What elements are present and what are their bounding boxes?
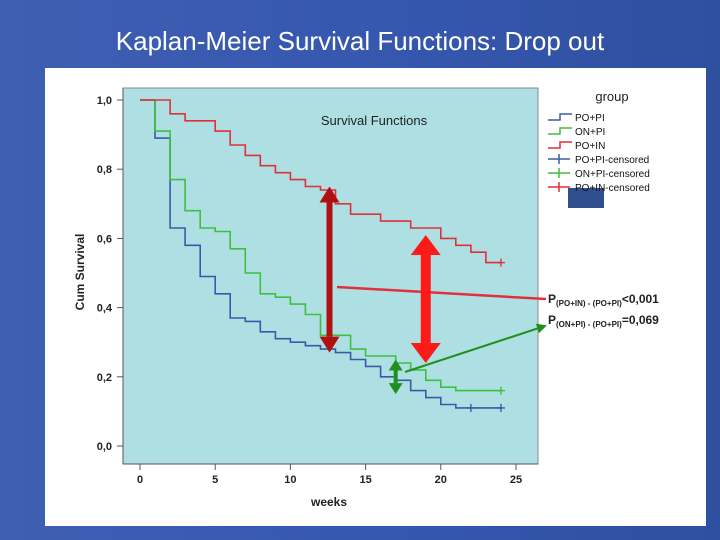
x-tick-label: 5 — [212, 474, 218, 486]
chart-title: Survival Functions — [321, 113, 428, 128]
legend-label: ON+PI — [575, 127, 605, 138]
x-tick-label: 0 — [137, 474, 143, 486]
arrow-diff-po-in-12w-head-bottom — [319, 336, 340, 353]
legend-swatch — [568, 188, 604, 208]
legend: group PO+PI ON+PI PO+IN PO+PI-censored ON+PI… — [548, 89, 650, 208]
y-tick-label: 0,8 — [97, 164, 112, 176]
arrow-diff-on-pi — [388, 359, 403, 395]
legend-step — [548, 141, 572, 149]
p-value-on-pi: P(ON+PI) - (PO+PI)=0,069 — [548, 313, 659, 329]
legend-label: PO+PI — [575, 113, 605, 124]
arrow-diff-po-in-12w — [319, 186, 340, 353]
arrow-diff-po-in-19w-head-top — [410, 234, 441, 255]
legend-label: PO+PI-censored — [575, 155, 649, 166]
x-tick-label: 15 — [359, 474, 371, 486]
arrow-diff-on-pi-head-top — [388, 359, 403, 371]
y-tick-label: 0,4 — [97, 303, 113, 315]
y-tick-label: 0,6 — [97, 233, 112, 245]
connector-po-in — [336, 285, 547, 301]
x-tick-label: 25 — [510, 474, 522, 486]
legend-label: PO+IN — [575, 141, 605, 152]
arrow-diff-on-pi-head-bottom — [388, 383, 403, 395]
p-value-po-in: P(PO+IN) - (PO+PI)<0,001 — [548, 292, 659, 308]
legend-step — [548, 127, 572, 135]
connector-on-pi — [404, 323, 547, 373]
arrow-diff-po-in-19w — [410, 234, 441, 363]
x-tick-label: 20 — [435, 474, 447, 486]
y-tick-label: 0,0 — [97, 441, 112, 453]
legend-step — [548, 113, 572, 121]
x-tick-label: 10 — [284, 474, 296, 486]
series-po-pi — [140, 99, 501, 409]
arrow-diff-po-in-19w-head-bottom — [410, 342, 441, 363]
arrow-diff-po-in-19w-shaft — [420, 254, 431, 343]
series-po-in — [140, 99, 501, 264]
arrow-diff-on-pi-shaft — [393, 370, 398, 384]
y-tick-label: 0,2 — [97, 372, 112, 384]
series-on-pi — [140, 99, 501, 392]
legend-title: group — [595, 89, 628, 104]
y-tick-label: 1,0 — [97, 95, 112, 107]
slide-title: Kaplan-Meier Survival Functions: Drop ou… — [115, 26, 605, 56]
legend-label: PO+IN-censored — [575, 183, 650, 194]
legend-label: ON+PI-censored — [575, 169, 650, 180]
arrow-diff-po-in-12w-shaft — [326, 202, 333, 337]
x-axis-label: weeks — [310, 495, 347, 509]
y-axis-label: Cum Survival — [73, 234, 87, 311]
arrow-diff-po-in-12w-head-top — [319, 186, 340, 203]
